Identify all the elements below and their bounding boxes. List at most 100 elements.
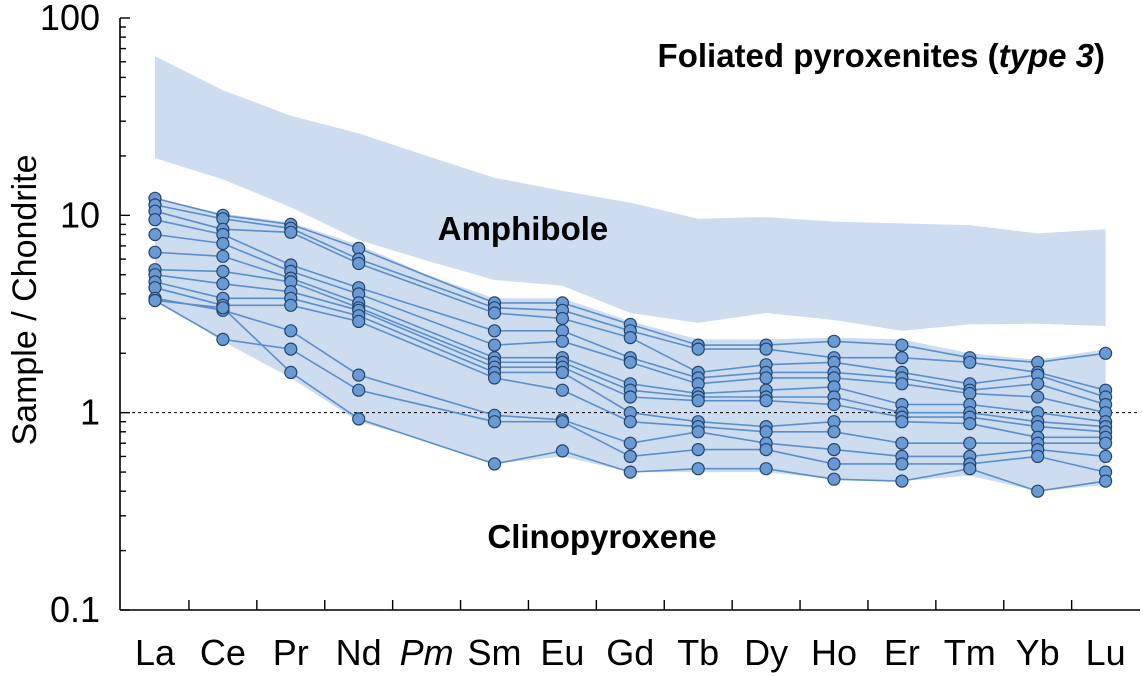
data-point-s10-gd [623,415,637,429]
data-point-s11-gd [623,436,637,450]
x-tick-label-pr: Pr [273,632,309,673]
data-point-s5-yb [1031,390,1045,404]
series-line-1 [154,197,1106,364]
data-point-s3-gd [623,331,637,345]
data-point-s13-er [895,474,909,488]
series-line-6 [154,251,1106,423]
series-line-8 [154,273,1106,433]
data-point-s2-tb [691,342,705,356]
x-tick-label-la: La [135,632,176,673]
data-point-s10-lu [1098,436,1113,450]
data-point-s4-yb [1031,377,1045,391]
data-point-s9-tm [963,417,977,431]
data-point-s1-ho [827,334,841,348]
x-tick-label-er: Er [884,632,920,673]
data-point-s13-yb [1031,484,1045,498]
data-point-s8-ho [827,397,841,412]
data-point-s10-tm [963,436,977,450]
data-point-s5-sm [487,338,502,352]
data-point-s10-eu [555,383,570,397]
series-line-5 [154,233,1106,414]
data-point-s13-dy [759,462,773,476]
data-point-s6-ce [216,249,230,263]
data-point-s5-ce [216,236,230,251]
x-tick-label-lu: Lu [1086,632,1126,673]
data-point-s5-er [895,377,909,391]
data-point-s8-dy [759,394,773,408]
data-point-s12-ho [827,457,841,471]
x-tick-label-sm: Sm [468,632,522,673]
amphibole-annotation: Amphibole [438,210,609,247]
data-point-s10-dy [759,425,773,439]
data-point-s11-pr [284,324,298,338]
x-tick-label-ho: Ho [811,632,857,673]
data-point-s1-er [895,338,909,352]
data-point-s12-dy [759,443,773,457]
data-point-s2-tm [963,355,977,369]
data-point-s5-eu [555,334,570,348]
y-tick-label: 1 [80,392,100,433]
data-point-s10-sm [487,371,502,385]
y-tick-label: 100 [40,0,100,38]
x-tick-label-yb: Yb [1016,632,1060,673]
data-point-s3-nd [352,256,366,271]
clinopyroxene-annotation: Clinopyroxene [487,518,716,555]
series-line-2 [154,204,1106,391]
series-line-4 [154,218,1106,406]
series-line-13 [154,299,1106,493]
data-point-s4-la [148,213,162,227]
data-point-s12-er [895,457,909,471]
y-axis-label: Sample / Chondrite [6,154,44,445]
data-point-s9-er [895,415,909,429]
x-tick-label-tm: Tm [944,632,996,673]
data-point-s13-nd [352,412,366,426]
data-point-s3-eu [555,311,570,326]
data-point-s3-sm [487,306,502,320]
series-line-3 [154,210,1106,398]
bands-layer [155,56,1106,492]
x-tick-label-tb: Tb [677,632,719,673]
axes-layer: 0.1 1 10 100 La Ce Pr Nd Pm Sm Eu Gd Tb Dy Ho Er Tm Yb Lu [40,0,1140,673]
data-point-s12-pr [284,342,298,356]
data-point-s11-lu [1098,449,1113,463]
data-point-s5-dy [759,371,773,385]
data-point-s13-ce [216,301,230,315]
data-point-s10-pr [284,298,298,312]
data-point-s8-tb [691,394,705,408]
data-point-s13-tm [963,462,977,476]
data-point-s12-eu [555,415,570,429]
series-line-11 [154,297,1106,458]
x-tick-label-dy: Dy [744,632,788,673]
chart-title: Foliated pyroxenites (type 3) [658,37,1105,74]
data-point-s12-sm [487,415,502,429]
data-point-s9-eu [555,365,570,379]
data-point-s6-la [148,245,162,259]
data-point-s10-nd [352,314,366,328]
x-tick-label-gd: Gd [606,632,654,673]
data-point-s5-tm [963,386,977,401]
data-point-s10-er [895,436,909,450]
y-tick-label: 10 [60,194,100,235]
x-tick-label-eu: Eu [540,632,584,673]
series-line-10 [154,286,1106,445]
x-tick-label-ce: Ce [200,632,246,673]
data-point-s11-ho [827,443,841,457]
y-tick-label: 0.1 [50,589,100,630]
data-point-s8-gd [623,390,637,404]
data-point-s5-gd [623,355,637,369]
band-amphibole [155,56,1106,331]
data-point-s12-nd [352,383,366,397]
x-tick-label-nd: Nd [336,632,382,673]
data-point-s13-la [148,293,162,308]
x-tick-label-pm: Pm [400,632,454,673]
series-line-9 [154,281,1106,439]
data-point-s13-tb [691,462,705,476]
data-point-s2-er [895,351,909,365]
data-point-s3-pr [284,225,298,239]
data-point-s11-nd [352,368,366,382]
series-layer [148,191,1113,498]
data-point-s13-gd [623,465,637,479]
data-point-s13-eu [555,444,570,458]
labels-layer: Foliated pyroxenites (type 3) Sample / C… [6,37,1105,555]
data-point-s12-gd [623,449,637,463]
